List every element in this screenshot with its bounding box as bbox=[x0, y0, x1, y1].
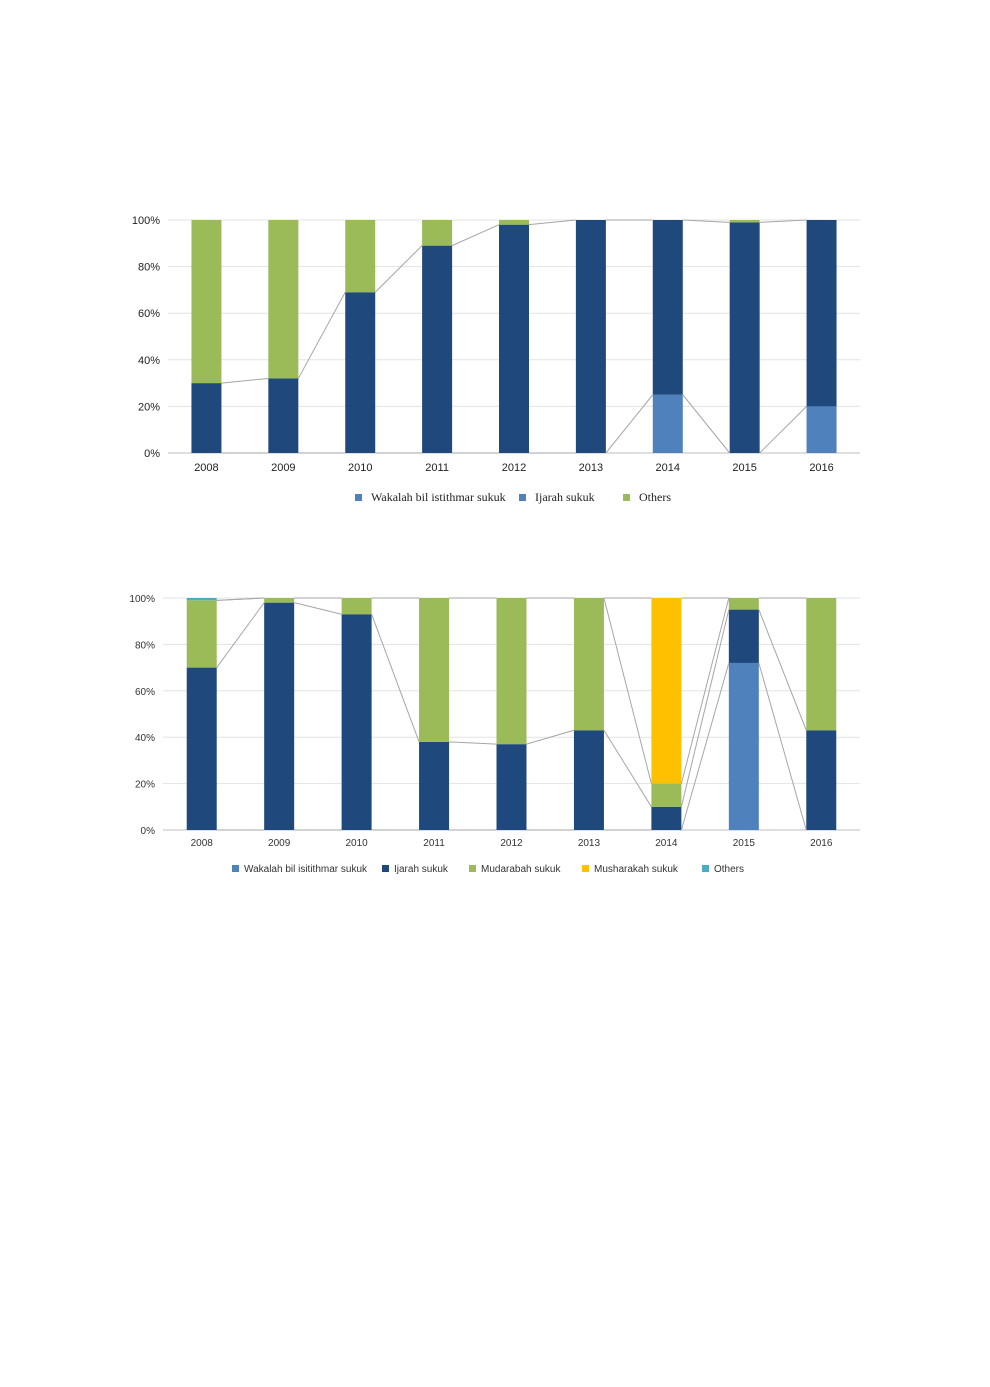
series-connector-line bbox=[221, 394, 807, 454]
bar-musharakah-sukuk-2014 bbox=[651, 598, 682, 784]
x-tick-label: 2016 bbox=[810, 838, 833, 849]
bar-ijarah-sukuk-2010 bbox=[345, 292, 376, 453]
legend-label: Ijarah sukuk bbox=[535, 490, 595, 504]
x-tick-label: 2008 bbox=[194, 462, 218, 474]
legend-swatch bbox=[702, 865, 709, 872]
series-connector-line bbox=[216, 602, 807, 808]
legend-label: Others bbox=[639, 490, 671, 504]
legend-swatch bbox=[469, 865, 476, 872]
bar-ijarah-sukuk-2015 bbox=[728, 609, 759, 663]
y-tick-label: 0% bbox=[141, 826, 156, 837]
bar-mudarabah-sukuk-2010 bbox=[341, 598, 372, 615]
y-tick-label: 100% bbox=[129, 594, 155, 605]
bar-mudarabah-sukuk-2015 bbox=[728, 598, 759, 610]
y-tick-label: 80% bbox=[138, 262, 160, 274]
legend-swatch bbox=[355, 494, 362, 501]
bar-others-2011 bbox=[422, 220, 453, 246]
bar-mudarabah-sukuk-2013 bbox=[573, 598, 604, 731]
x-tick-label: 2012 bbox=[502, 462, 526, 474]
x-tick-label: 2008 bbox=[191, 838, 214, 849]
y-tick-label: 80% bbox=[135, 640, 155, 651]
y-tick-label: 60% bbox=[135, 687, 155, 698]
bar-others-2008 bbox=[191, 220, 222, 384]
legend-label: Mudarabah sukuk bbox=[481, 864, 561, 875]
bar-ijarah-sukuk-2015 bbox=[729, 222, 760, 453]
y-tick-label: 40% bbox=[135, 733, 155, 744]
bar-ijarah-sukuk-2011 bbox=[422, 245, 453, 453]
bar-ijarah-sukuk-2016 bbox=[806, 730, 837, 830]
bar-ijarah-sukuk-2009 bbox=[268, 378, 299, 453]
x-tick-label: 2013 bbox=[579, 462, 603, 474]
x-tick-label: 2016 bbox=[809, 462, 833, 474]
bar-others-2009 bbox=[268, 220, 299, 379]
chart-ijarah-share: 0% 20% 40% 60% 80% 100% 2008 2009 2010 2011 2012 20… bbox=[0, 200, 990, 520]
x-tick-label: 2010 bbox=[348, 462, 372, 474]
y-tick-label: 40% bbox=[138, 355, 160, 367]
legend-swatch bbox=[519, 494, 526, 501]
y-tick-label: 20% bbox=[138, 401, 160, 413]
bar-wakalah-bil-isitithmar-sukuk-2015 bbox=[728, 662, 759, 830]
bar-mudarabah-sukuk-2009 bbox=[264, 598, 295, 603]
bar-mudarabah-sukuk-2012 bbox=[496, 598, 527, 745]
x-tick-label: 2014 bbox=[655, 838, 678, 849]
bar-ijarah-sukuk-2009 bbox=[264, 602, 295, 830]
legend-swatch bbox=[232, 865, 239, 872]
x-tick-label: 2015 bbox=[732, 462, 756, 474]
chart-sukuk-structure-share: 0% 20% 40% 60% 80% 100% 2008 2009 2010 2011 2012 20… bbox=[0, 585, 990, 885]
x-tick-label: 2013 bbox=[578, 838, 601, 849]
legend-label: Musharakah sukuk bbox=[594, 864, 679, 875]
legend-label: Others bbox=[714, 864, 744, 875]
legend-swatch bbox=[623, 494, 630, 501]
x-tick-label: 2010 bbox=[345, 838, 368, 849]
y-tick-label: 100% bbox=[132, 215, 160, 227]
x-tick-label: 2009 bbox=[268, 838, 291, 849]
chart-1-svg: 0% 20% 40% 60% 80% 100% 2008 2009 2010 2011 2012 20… bbox=[132, 215, 860, 504]
x-tick-label: 2014 bbox=[656, 462, 680, 474]
bar-mudarabah-sukuk-2011 bbox=[419, 598, 450, 742]
legend-label: Wakalah bil istithmar sukuk bbox=[371, 490, 506, 504]
bar-ijarah-sukuk-2008 bbox=[186, 667, 217, 830]
bar-mudarabah-sukuk-2016 bbox=[806, 598, 837, 731]
bar-others-2008 bbox=[186, 598, 217, 601]
x-tick-label: 2011 bbox=[425, 462, 449, 474]
legend-swatch bbox=[582, 865, 589, 872]
chart-2-svg: 0% 20% 40% 60% 80% 100% 2008 2009 2010 2011 2012 20… bbox=[129, 594, 860, 875]
series-connector-line bbox=[216, 597, 807, 601]
bar-ijarah-sukuk-2008 bbox=[191, 383, 222, 453]
legend-swatch bbox=[382, 865, 389, 872]
x-tick-label: 2012 bbox=[500, 838, 523, 849]
bar-ijarah-sukuk-2013 bbox=[575, 220, 606, 453]
y-tick-label: 60% bbox=[138, 308, 160, 320]
bar-ijarah-sukuk-2012 bbox=[496, 744, 527, 830]
bar-mudarabah-sukuk-2014 bbox=[651, 783, 682, 807]
legend-label: Wakalah bil isitithmar sukuk bbox=[244, 864, 368, 875]
y-tick-label: 20% bbox=[135, 780, 155, 791]
bar-ijarah-sukuk-2014 bbox=[651, 806, 682, 830]
legend-label: Ijarah sukuk bbox=[394, 864, 449, 875]
bar-others-2012 bbox=[499, 220, 529, 225]
x-tick-label: 2015 bbox=[733, 838, 756, 849]
bar-mudarabah-sukuk-2008 bbox=[186, 600, 217, 668]
x-tick-label: 2011 bbox=[423, 838, 445, 849]
bar-ijarah-sukuk-2010 bbox=[341, 614, 372, 830]
bar-wakalah-bil-istithmar-sukuk-2014 bbox=[652, 394, 683, 453]
series-connector-line bbox=[221, 219, 807, 384]
bar-ijarah-sukuk-2016 bbox=[806, 220, 837, 407]
series-connector-line bbox=[216, 662, 807, 831]
bar-others-2015 bbox=[729, 220, 760, 223]
bar-ijarah-sukuk-2014 bbox=[652, 220, 683, 395]
bar-others-2010 bbox=[345, 220, 376, 293]
x-tick-label: 2009 bbox=[271, 462, 295, 474]
bar-ijarah-sukuk-2011 bbox=[419, 741, 450, 830]
bar-wakalah-bil-istithmar-sukuk-2016 bbox=[806, 406, 837, 453]
bar-ijarah-sukuk-2013 bbox=[573, 730, 604, 830]
y-tick-label: 0% bbox=[144, 448, 160, 460]
bar-ijarah-sukuk-2012 bbox=[499, 224, 529, 453]
